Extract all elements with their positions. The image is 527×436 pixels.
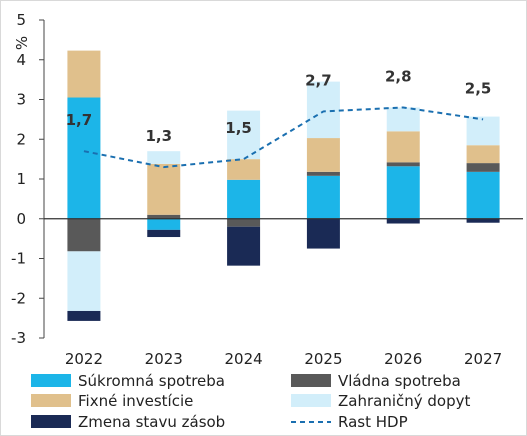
legend-label: Rast HDP — [338, 413, 408, 431]
bar-segment — [466, 145, 500, 164]
bar-segment — [67, 251, 101, 311]
x-tick-label: 2024 — [224, 350, 262, 368]
bar-segment — [227, 226, 261, 266]
bar-segment — [67, 50, 101, 98]
bar-segment — [147, 229, 181, 238]
y-tick-label: 5 — [16, 11, 26, 29]
legend-label: Zmena stavu zásob — [78, 413, 225, 431]
legend-label: Fixné investície — [78, 392, 193, 410]
legend-label: Zahraničný dopyt — [338, 392, 471, 410]
y-tick-label: -2 — [11, 289, 26, 307]
gdp-data-label: 2,7 — [305, 71, 332, 89]
gdp-data-label: 2,8 — [385, 67, 412, 85]
y-tick-label: 4 — [16, 51, 26, 69]
bar-segment — [306, 138, 340, 172]
y-tick-label: -3 — [11, 329, 26, 347]
bar-segment — [67, 97, 101, 219]
gdp-data-label: 1,7 — [66, 111, 93, 129]
bar-segment — [386, 218, 420, 224]
y-tick-label: 3 — [16, 91, 26, 109]
bar-segment — [386, 166, 420, 219]
legend-label: Vládna spotreba — [338, 372, 461, 390]
x-tick-label: 2025 — [304, 350, 342, 368]
bar-segment — [306, 81, 340, 139]
bar-segment — [386, 162, 420, 167]
bar-segment — [466, 218, 500, 223]
gdp-growth-line — [83, 106, 484, 169]
legend-swatch — [31, 394, 71, 407]
bar-segment — [147, 163, 181, 215]
y-tick-label: 2 — [16, 130, 26, 148]
bar-segment — [466, 116, 500, 146]
x-tick-label: 2027 — [464, 350, 502, 368]
y-axis-unit-label: % — [13, 36, 31, 50]
legend-swatch — [31, 415, 71, 428]
bar-segment — [386, 107, 420, 132]
y-tick-label: -1 — [11, 250, 26, 268]
legend-swatch — [291, 374, 331, 387]
x-tick-label: 2023 — [145, 350, 183, 368]
bar-segment — [466, 171, 500, 219]
gdp-data-label: 1,5 — [225, 119, 252, 137]
bar-segment — [67, 218, 101, 252]
x-tick-label: 2026 — [384, 350, 422, 368]
bar-segment — [466, 163, 500, 172]
y-tick-label: 1 — [16, 170, 26, 188]
x-tick-label: 2022 — [65, 350, 103, 368]
gdp-data-label: 1,3 — [145, 127, 172, 145]
bar-segment — [386, 131, 420, 163]
bar-segment — [306, 218, 340, 249]
bar-segment — [306, 175, 340, 219]
bar-segment — [147, 214, 181, 219]
bar-segment — [227, 110, 261, 160]
bar-segment — [306, 171, 340, 176]
bar-segment — [67, 310, 101, 321]
legend-swatch — [31, 374, 71, 387]
gdp-data-label: 2,5 — [465, 79, 492, 97]
bar-segment — [147, 151, 181, 164]
legend-label: Súkromná spotreba — [78, 372, 225, 390]
y-tick-label: 0 — [16, 210, 26, 228]
bar-segment — [227, 179, 261, 219]
bar-segment — [147, 218, 181, 230]
bar-segment — [227, 218, 261, 227]
legend-swatch — [291, 394, 331, 407]
bar-segment — [227, 159, 261, 180]
